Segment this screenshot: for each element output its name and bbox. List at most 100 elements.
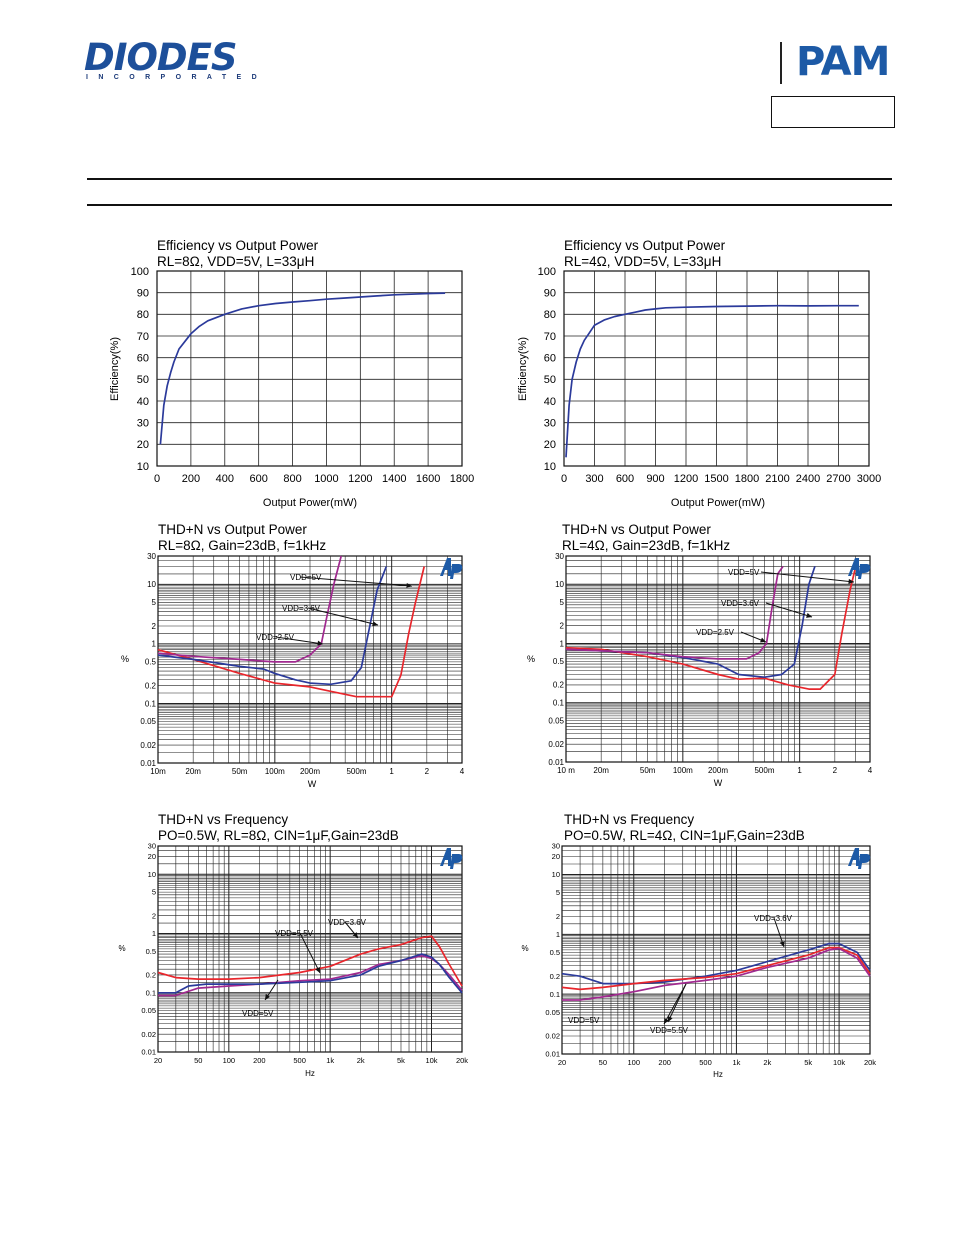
x-tick-label: 400	[216, 473, 234, 485]
x-tick-label: 1800	[735, 473, 759, 485]
series-lines	[159, 292, 446, 445]
x-tick-label: 0	[561, 473, 567, 485]
x-tick-label: 1600	[416, 473, 440, 485]
annotation-arrowhead	[760, 637, 766, 643]
x-tick-label: 2k	[357, 1056, 365, 1065]
x-tick-label: 1k	[326, 1056, 334, 1065]
y-tick-label: 40	[544, 396, 556, 408]
x-tick-label: 1000	[314, 473, 338, 485]
chart-efficiency-4ohm: Efficiency vs Output Power RL=4Ω, VDD=5V…	[517, 238, 881, 509]
chart-thd-vs-power-8ohm: THD+N vs Output Power RL=8Ω, Gain=23dB, …	[121, 522, 465, 789]
annotations: VDD=5V VDD=3.6V VDD=2.5V	[696, 568, 855, 643]
y-tick-label: 2	[556, 912, 560, 921]
chart-thd-vs-frequency-4ohm: THD+N vs Frequency PO=0.5W, RL=4Ω, CIN=1…	[521, 812, 876, 1079]
y-tick-label: 5	[556, 888, 560, 897]
x-tick-label: 50	[599, 1058, 607, 1067]
y-tick-label: 30	[148, 842, 156, 851]
ap-logo-p	[450, 854, 463, 869]
y-tick-label: 5	[152, 888, 156, 897]
y-tick-label: 0.1	[145, 699, 157, 708]
y-tick-label: 0.02	[141, 1030, 156, 1039]
ap-logo-icon	[440, 848, 463, 869]
y-tick-label: 0.5	[550, 948, 560, 957]
y-tick-label: 2	[152, 622, 157, 631]
grid	[158, 556, 462, 763]
y-tick-label: 70	[137, 331, 149, 343]
x-tick-labels: 20 50 100 200 500 1k 2k 5k 10k 20k	[154, 1056, 468, 1065]
x-tick-label: 600	[616, 473, 634, 485]
x-tick-label: 100m	[265, 767, 285, 776]
y-tick-label: 10	[544, 461, 556, 473]
x-tick-label: 1500	[704, 473, 728, 485]
x-tick-label: 200m	[708, 766, 728, 775]
y-tick-label: 30	[147, 552, 156, 561]
y-tick-label: 0.01	[545, 1050, 560, 1059]
annotation-label: VDD=5V	[242, 1009, 274, 1018]
x-tick-label: 2100	[765, 473, 789, 485]
x-tick-label: 800	[283, 473, 301, 485]
y-tick-label: 30	[544, 418, 556, 430]
chart-title: THD+N vs Frequency	[158, 812, 288, 827]
x-tick-label: 20k	[456, 1056, 468, 1065]
y-tick-label: 0.2	[145, 681, 157, 690]
y-tick-label: 0.02	[548, 740, 564, 749]
y-tick-label: 0.2	[553, 681, 565, 690]
x-tick-label: 20m	[593, 766, 609, 775]
y-tick-label: 0.05	[141, 1006, 156, 1015]
x-tick-labels: 0 200 400 600 800 1000 1200 1400 1600 1800	[154, 473, 474, 485]
chart-thd-vs-frequency-8ohm: THD+N vs Frequency PO=0.5W, RL=8Ω, CIN=1…	[118, 812, 468, 1078]
x-tick-label: 2400	[796, 473, 820, 485]
y-tick-label: 20	[137, 439, 149, 451]
x-tick-label: 1200	[674, 473, 698, 485]
x-tick-label: 5k	[804, 1058, 812, 1067]
annotation-arrow	[299, 576, 413, 587]
chart-title: THD+N vs Frequency	[564, 812, 694, 827]
x-tick-label: 200m	[300, 767, 320, 776]
x-tick-label: 20	[154, 1056, 162, 1065]
x-tick-label: 2k	[763, 1058, 771, 1067]
pam-logo: PAM	[780, 39, 898, 88]
y-tick-label: 40	[137, 396, 149, 408]
y-tick-label: 1	[152, 640, 157, 649]
grid	[566, 556, 870, 762]
x-tick-label: 200	[658, 1058, 671, 1067]
x-tick-label: 100	[223, 1056, 236, 1065]
y-tick-label: 1	[560, 639, 565, 648]
annotations: VDD=3.6V VDD=5V VDD=5.5V	[568, 914, 793, 1035]
ap-logo-icon	[440, 558, 463, 579]
chart-thd-vs-power-4ohm: THD+N vs Output Power RL=4Ω, Gain=23dB, …	[527, 522, 873, 788]
y-tick-label: 90	[544, 288, 556, 300]
annotation-arrowhead	[664, 1018, 669, 1024]
y-tick-label: 0.1	[553, 699, 565, 708]
x-tick-label: 500	[699, 1058, 712, 1067]
annotation-arrow	[765, 602, 813, 618]
y-tick-label: 60	[544, 353, 556, 365]
annotation-arrowhead	[779, 941, 785, 947]
x-tick-labels: 20 50 100 200 500 1k 2k 5k 10k 20k	[558, 1058, 876, 1067]
y-tick-label: 0.02	[545, 1032, 560, 1041]
annotation-arrowhead	[848, 578, 854, 585]
annotation-label: VDD=5.5V	[650, 1026, 689, 1035]
x-tick-label: 10 m	[557, 766, 575, 775]
annotation-label: VDD=3.6V	[754, 914, 793, 923]
y-tick-label: 20	[552, 852, 560, 861]
y-tick-labels: 0.01 0.02 0.05 0.1 0.2 0.5 1 2 5 10 30	[140, 552, 156, 768]
pam-wordmark: PAM	[796, 39, 890, 85]
x-tick-label: 4	[868, 766, 873, 775]
diodes-subtext: INCORPORATED	[86, 74, 268, 81]
y-axis-label: %	[121, 654, 129, 664]
series-line	[157, 566, 426, 698]
ap-logo-icon	[848, 558, 871, 579]
header-rule-bottom	[87, 204, 892, 206]
ap-logo-p	[858, 854, 871, 869]
x-tick-label: 900	[646, 473, 664, 485]
x-axis-label: W	[714, 778, 723, 788]
grid	[158, 846, 462, 1052]
annotation-arrow	[299, 932, 321, 974]
series-line	[565, 565, 784, 660]
x-tick-labels: 10 m 20m 50m 100m 200m 500m 1 2 4	[557, 766, 873, 775]
annotation-label: VDD=3.6V	[328, 918, 367, 927]
x-tick-label: 500	[293, 1056, 306, 1065]
chart-subtitle: RL=4Ω, VDD=5V, L=33μH	[564, 254, 721, 269]
series-line	[565, 304, 859, 458]
